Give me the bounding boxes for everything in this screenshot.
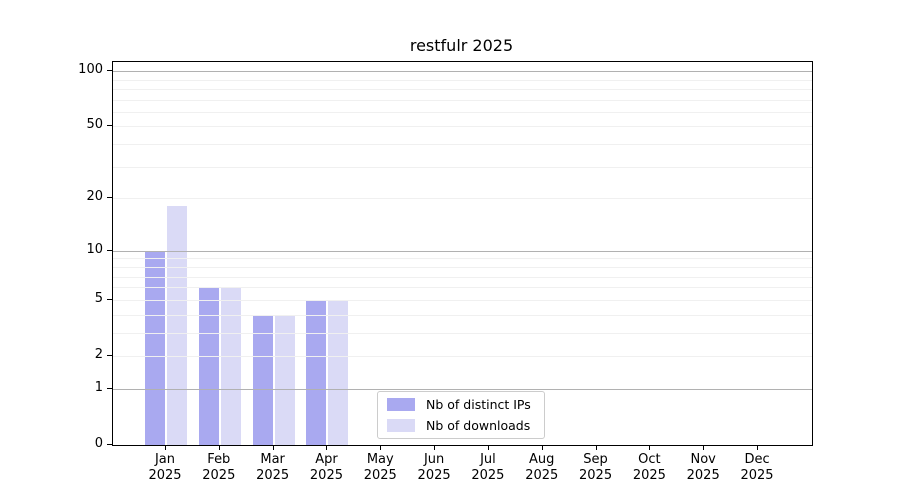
x-tick-label-aug: Aug 2025 — [525, 452, 559, 483]
chart-title: restfulr 2025 — [409, 36, 514, 55]
legend: Nb of distinct IPs Nb of downloads — [377, 391, 545, 439]
y-tick — [107, 354, 112, 356]
gridline-minor — [113, 88, 812, 90]
x-tick — [541, 445, 543, 450]
x-tick — [757, 445, 759, 450]
gridline-major — [113, 71, 812, 73]
gridline-minor — [113, 276, 812, 278]
y-tick-label: 20 — [86, 189, 103, 205]
y-tick — [107, 444, 112, 445]
legend-item-distinct-ips: Nb of distinct IPs — [387, 398, 535, 411]
bar-distinct-ips-feb — [198, 287, 219, 445]
x-tick-label-mar: Mar 2025 — [256, 452, 290, 483]
y-tick — [107, 197, 112, 199]
x-tick — [487, 445, 489, 450]
downloads-swatch-icon — [387, 419, 415, 432]
bar-distinct-ips-apr — [306, 299, 327, 445]
x-tick — [326, 445, 328, 450]
y-tick-label: 50 — [86, 117, 103, 133]
gridline-minor — [113, 266, 812, 268]
bar-downloads-apr — [328, 299, 349, 445]
y-tick-label: 10 — [86, 241, 103, 257]
y-tick-label: 2 — [94, 346, 103, 362]
y-tick-label: 5 — [94, 290, 103, 306]
legend-label-downloads: Nb of downloads — [426, 418, 531, 433]
x-tick-label-feb: Feb 2025 — [202, 452, 236, 483]
x-tick-label-may: May 2025 — [363, 452, 397, 483]
gridline-minor — [113, 126, 812, 128]
x-tick-label-jun: Jun 2025 — [417, 452, 451, 483]
bar-distinct-ips-jan — [145, 250, 165, 445]
x-tick — [272, 445, 274, 450]
x-tick-label-apr: Apr 2025 — [309, 452, 343, 483]
y-tick-label: 100 — [78, 62, 103, 78]
legend-label-distinct-ips: Nb of distinct IPs — [426, 397, 531, 412]
gridline-minor — [113, 198, 812, 200]
bar-downloads-feb — [220, 287, 241, 445]
gridline-minor — [113, 166, 812, 168]
y-tick — [107, 70, 112, 72]
plot-area — [112, 61, 813, 446]
legend-item-downloads: Nb of downloads — [387, 419, 535, 432]
x-tick — [434, 445, 436, 450]
x-tick-label-nov: Nov 2025 — [686, 452, 720, 483]
gridline-minor — [113, 258, 812, 260]
x-tick — [595, 445, 597, 450]
x-tick — [165, 445, 166, 450]
gridline-minor — [113, 79, 812, 81]
y-tick-label: 0 — [94, 436, 103, 451]
x-tick-label-jan: Jan 2025 — [148, 452, 182, 483]
x-tick-label-jul: Jul 2025 — [471, 452, 505, 483]
distinct-ips-swatch-icon — [387, 398, 415, 411]
bar-downloads-jan — [167, 206, 187, 445]
gridline-minor — [113, 144, 812, 146]
gridline-minor — [113, 99, 812, 101]
y-tick — [107, 249, 112, 251]
x-tick — [703, 445, 705, 450]
gridline-major — [113, 250, 812, 252]
x-tick-label-sep: Sep 2025 — [579, 452, 613, 483]
x-tick — [649, 445, 651, 450]
y-tick-label: 1 — [94, 379, 103, 395]
bar-downloads-mar — [274, 314, 295, 445]
y-tick — [107, 298, 112, 300]
x-tick — [380, 445, 382, 450]
gridline-minor — [113, 111, 812, 113]
x-tick-label-dec: Dec 2025 — [740, 452, 774, 483]
x-tick-label-oct: Oct 2025 — [632, 452, 666, 483]
y-tick — [107, 125, 112, 127]
x-tick — [218, 445, 220, 450]
y-tick — [107, 387, 112, 389]
bar-distinct-ips-mar — [252, 314, 273, 445]
